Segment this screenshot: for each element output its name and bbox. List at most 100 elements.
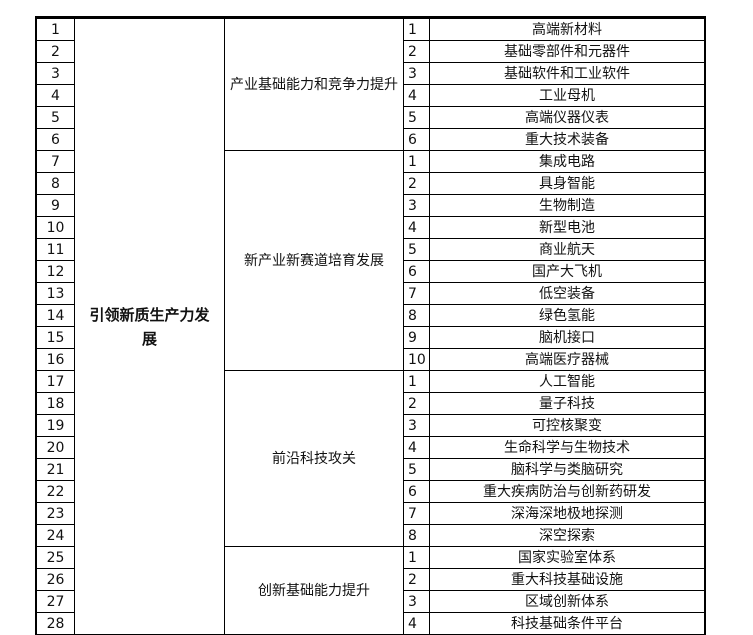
table-row: 11 5 商业航天 xyxy=(35,238,706,261)
item-name-cell: 重大疾病防治与创新药研发 xyxy=(429,480,706,503)
row-index-cell: 7 xyxy=(35,150,75,173)
row-index-cell: 26 xyxy=(35,568,75,591)
row-index-cell: 27 xyxy=(35,590,75,613)
item-name-cell: 基础软件和工业软件 xyxy=(429,62,706,85)
item-number-cell: 9 xyxy=(403,326,430,349)
item-number-cell: 4 xyxy=(403,84,430,107)
item-number-cell: 6 xyxy=(403,260,430,283)
item-name-cell: 深海深地极地探测 xyxy=(429,502,706,525)
item-name-cell: 具身智能 xyxy=(429,172,706,195)
row-index-cell: 6 xyxy=(35,128,75,151)
data-table: 1 引领新质生产力发展 产业基础能力和竞争力提升 1 高端新材料 2 2 基础零部件和元器件 3… xyxy=(35,16,706,635)
item-number-cell: 7 xyxy=(403,502,430,525)
table-row: 14 8 绿色氢能 xyxy=(35,304,706,327)
item-number-cell: 7 xyxy=(403,282,430,305)
row-index-cell: 18 xyxy=(35,392,75,415)
row-index-cell: 9 xyxy=(35,194,75,217)
row-index-cell: 14 xyxy=(35,304,75,327)
item-number-cell: 1 xyxy=(403,370,430,393)
row-index-cell: 1 xyxy=(35,17,75,41)
item-name-cell: 深空探索 xyxy=(429,524,706,547)
row-index-cell: 25 xyxy=(35,546,75,569)
row-index-cell: 17 xyxy=(35,370,75,393)
item-number-cell: 2 xyxy=(403,568,430,591)
row-index-cell: 16 xyxy=(35,348,75,371)
item-number-cell: 8 xyxy=(403,524,430,547)
row-index-cell: 8 xyxy=(35,172,75,195)
item-name-cell: 重大技术装备 xyxy=(429,128,706,151)
subcategory-cell: 新产业新赛道培育发展 xyxy=(224,150,404,371)
row-index-cell: 11 xyxy=(35,238,75,261)
table-row: 1 引领新质生产力发展 产业基础能力和竞争力提升 1 高端新材料 xyxy=(35,17,706,635)
item-name-cell: 量子科技 xyxy=(429,392,706,415)
item-number-cell: 1 xyxy=(403,546,430,569)
table-row: 22 6 重大疾病防治与创新药研发 xyxy=(35,480,706,503)
table-row: 9 3 生物制造 xyxy=(35,194,706,217)
table-row: 12 6 国产大飞机 xyxy=(35,260,706,283)
item-number-cell: 6 xyxy=(403,480,430,503)
row-index-cell: 10 xyxy=(35,216,75,239)
table-row: 10 4 新型电池 xyxy=(35,216,706,239)
table-row: 27 3 区域创新体系 xyxy=(35,590,706,613)
item-name-cell: 区域创新体系 xyxy=(429,590,706,613)
item-name-cell: 绿色氢能 xyxy=(429,304,706,327)
item-number-cell: 4 xyxy=(403,436,430,459)
row-index-cell: 28 xyxy=(35,612,75,635)
subcategory-cell: 创新基础能力提升 xyxy=(224,546,404,635)
table-row: 21 5 脑科学与类脑研究 xyxy=(35,458,706,481)
item-name-cell: 脑机接口 xyxy=(429,326,706,349)
item-name-cell: 国家实验室体系 xyxy=(429,546,706,569)
item-number-cell: 3 xyxy=(403,414,430,437)
item-number-cell: 2 xyxy=(403,172,430,195)
item-name-cell: 基础零部件和元器件 xyxy=(429,40,706,63)
item-number-cell: 5 xyxy=(403,458,430,481)
item-name-cell: 生命科学与生物技术 xyxy=(429,436,706,459)
item-number-cell: 5 xyxy=(403,238,430,261)
table-row: 25 创新基础能力提升 1 国家实验室体系 xyxy=(35,546,706,635)
item-name-cell: 集成电路 xyxy=(429,150,706,173)
item-number-cell: 4 xyxy=(403,216,430,239)
item-number-cell: 4 xyxy=(403,612,430,635)
row-index-cell: 15 xyxy=(35,326,75,349)
item-number-cell: 8 xyxy=(403,304,430,327)
item-name-cell: 工业母机 xyxy=(429,84,706,107)
table-row: 16 10 高端医疗器械 xyxy=(35,348,706,371)
row-index-cell: 5 xyxy=(35,106,75,129)
item-number-cell: 3 xyxy=(403,194,430,217)
item-name-cell: 重大科技基础设施 xyxy=(429,568,706,591)
row-index-cell: 4 xyxy=(35,84,75,107)
table-row: 6 6 重大技术装备 xyxy=(35,128,706,151)
item-number-cell: 5 xyxy=(403,106,430,129)
item-number-cell: 2 xyxy=(403,392,430,415)
table-row: 19 3 可控核聚变 xyxy=(35,414,706,437)
row-index-cell: 23 xyxy=(35,502,75,525)
row-index-cell: 21 xyxy=(35,458,75,481)
item-number-cell: 2 xyxy=(403,40,430,63)
row-index-cell: 13 xyxy=(35,282,75,305)
item-name-cell: 生物制造 xyxy=(429,194,706,217)
item-name-cell: 高端仪器仪表 xyxy=(429,106,706,129)
item-name-cell: 商业航天 xyxy=(429,238,706,261)
item-name-cell: 新型电池 xyxy=(429,216,706,239)
row-index-cell: 12 xyxy=(35,260,75,283)
row-index-cell: 19 xyxy=(35,414,75,437)
item-name-cell: 科技基础条件平台 xyxy=(429,612,706,635)
row-index-cell: 3 xyxy=(35,62,75,85)
row-index-cell: 22 xyxy=(35,480,75,503)
table-row: 17 前沿科技攻关 1 人工智能 xyxy=(35,370,706,547)
row-index-cell: 20 xyxy=(35,436,75,459)
table-row: 8 2 具身智能 xyxy=(35,172,706,195)
table-row: 20 4 生命科学与生物技术 xyxy=(35,436,706,459)
item-name-cell: 低空装备 xyxy=(429,282,706,305)
item-number-cell: 3 xyxy=(403,590,430,613)
item-name-cell: 可控核聚变 xyxy=(429,414,706,437)
table-row: 2 2 基础零部件和元器件 xyxy=(35,40,706,63)
item-name-cell: 人工智能 xyxy=(429,370,706,393)
item-number-cell: 6 xyxy=(403,128,430,151)
item-name-cell: 高端医疗器械 xyxy=(429,348,706,371)
item-number-cell: 1 xyxy=(403,17,430,41)
subcategory-cell: 产业基础能力和竞争力提升 xyxy=(224,17,404,151)
table-row: 3 3 基础软件和工业软件 xyxy=(35,62,706,85)
item-name-cell: 高端新材料 xyxy=(429,17,706,41)
item-name-cell: 脑科学与类脑研究 xyxy=(429,458,706,481)
